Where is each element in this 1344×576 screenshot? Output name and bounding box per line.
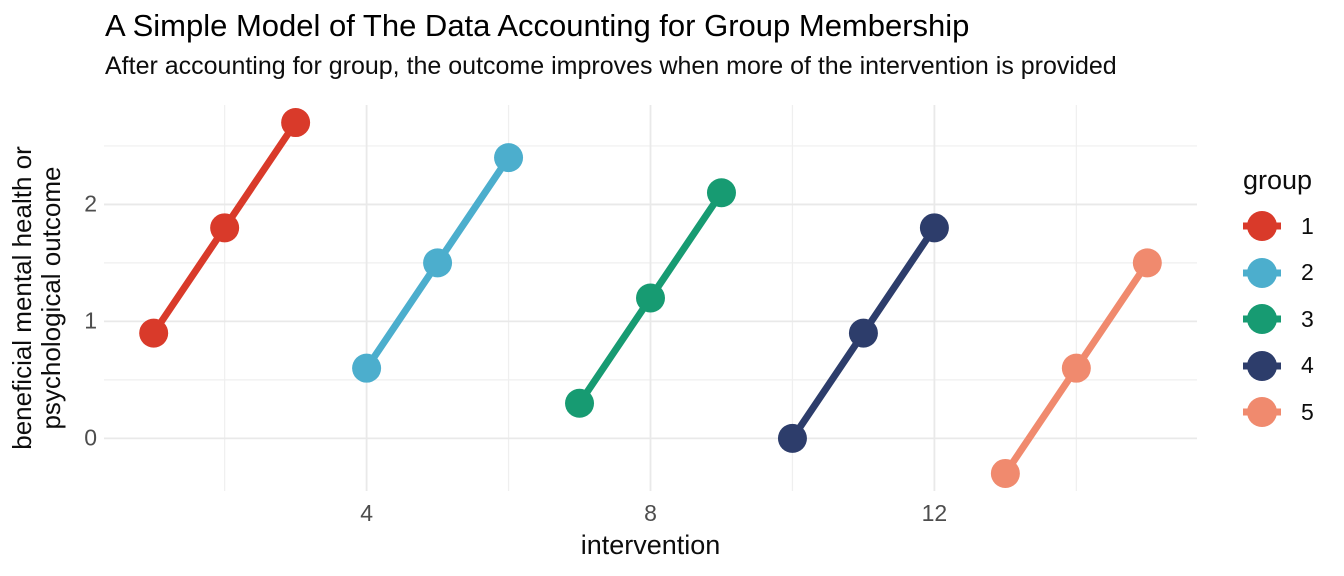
legend-item-4: 4	[1242, 346, 1314, 386]
y-tick-label: 0	[84, 424, 97, 451]
data-point-group-2	[494, 143, 524, 173]
x-tick-label: 8	[644, 500, 657, 526]
legend-item-label: 4	[1301, 352, 1314, 378]
legend-item-5: 5	[1242, 392, 1314, 432]
data-point-group-2	[423, 248, 453, 278]
data-point-group-2	[352, 353, 382, 383]
data-point-group-3	[706, 178, 736, 208]
data-point-group-4	[777, 423, 807, 453]
data-point-group-4	[919, 213, 949, 243]
legend-item-2: 2	[1242, 253, 1314, 293]
x-tick-label: 4	[360, 500, 373, 526]
chart-subtitle: After accounting for group, the outcome …	[105, 52, 1117, 80]
y-axis-title: beneficial mental health or psychologica…	[7, 18, 66, 576]
legend-key-icon	[1243, 304, 1281, 334]
legend-key-icon	[1243, 257, 1281, 288]
legend-key-icon	[1243, 397, 1281, 427]
legend-key-point	[1247, 257, 1277, 288]
data-point-group-1	[139, 318, 169, 348]
y-axis-title-line-1: beneficial mental health or	[7, 146, 37, 450]
legend-key-point	[1247, 350, 1277, 381]
x-tick-label: 12	[921, 500, 948, 526]
legend-key-point	[1247, 397, 1277, 427]
data-point-group-5	[1061, 353, 1091, 383]
data-point-group-1	[210, 213, 240, 243]
data-point-group-3	[636, 283, 665, 313]
data-point-group-1	[281, 108, 311, 138]
legend-item-label: 2	[1301, 259, 1314, 285]
data-point-group-5	[990, 458, 1020, 488]
legend-item-label: 3	[1301, 305, 1314, 332]
legend-key-point	[1247, 304, 1277, 334]
legend-item-label: 5	[1301, 398, 1314, 425]
y-tick-label: 2	[84, 190, 97, 217]
data-point-group-4	[848, 318, 878, 348]
legend-title: group	[1243, 165, 1313, 195]
legend-key-point	[1247, 211, 1277, 241]
chart-title: A Simple Model of The Data Accounting fo…	[105, 8, 970, 43]
legend-key-icon	[1243, 211, 1281, 241]
legend-item-1: 1	[1242, 206, 1314, 246]
x-axis-title: intervention	[580, 530, 721, 560]
data-point-group-3	[565, 388, 595, 418]
y-tick-label: 1	[84, 307, 97, 334]
y-axis-title-line-2: psychological outcome	[36, 166, 66, 430]
legend-key-icon	[1243, 350, 1281, 381]
legend-item-3: 3	[1242, 299, 1314, 339]
data-point-group-5	[1132, 248, 1162, 278]
legend-item-label: 1	[1301, 212, 1314, 239]
